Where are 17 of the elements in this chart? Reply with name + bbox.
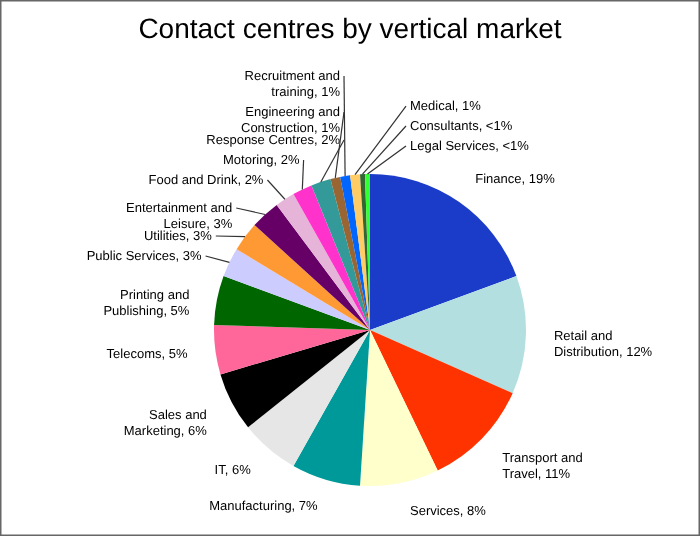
pie-slice	[223, 249, 370, 330]
chart-title: Contact centres by vertical market	[138, 12, 562, 44]
pie-slice	[293, 185, 370, 330]
pie-slice	[370, 276, 526, 394]
pie-slice	[214, 325, 370, 375]
pie-slice	[248, 330, 370, 466]
pie-slice	[220, 330, 370, 428]
pie-slice	[311, 179, 370, 330]
pie-slice	[254, 204, 370, 330]
pie-slice	[214, 276, 370, 330]
pie-slice	[276, 194, 370, 330]
pie-slice	[340, 175, 370, 330]
pie-slice	[236, 225, 370, 330]
pie-slice	[330, 176, 370, 330]
pie-slice	[293, 330, 370, 486]
pie-slice	[350, 174, 370, 330]
pie-slice	[360, 330, 438, 486]
